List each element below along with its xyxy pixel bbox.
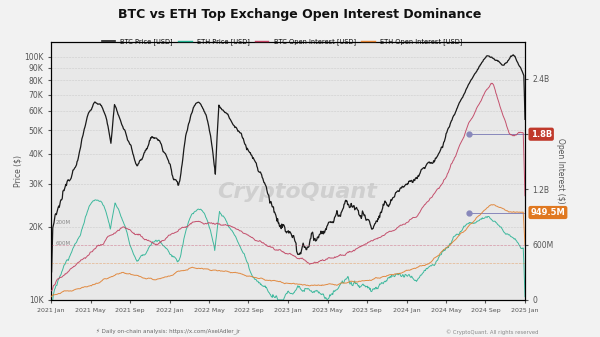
Text: ⚡️ Daily on-chain analysis: https://x.com/AxelAdler_jr: ⚡️ Daily on-chain analysis: https://x.co…: [96, 329, 240, 335]
Text: CryptoQuant: CryptoQuant: [218, 182, 377, 202]
Legend: BTC Price [USD], ETH Price [USD], BTC Open Interest [USD], ETH Open Interest [US: BTC Price [USD], ETH Price [USD], BTC Op…: [99, 35, 465, 48]
Text: BTC vs ETH Top Exchange Open Interest Dominance: BTC vs ETH Top Exchange Open Interest Do…: [118, 8, 482, 22]
Text: 1.8B: 1.8B: [530, 130, 552, 139]
Text: © CryptoQuant. All rights reserved: © CryptoQuant. All rights reserved: [446, 330, 538, 335]
Y-axis label: Price ($): Price ($): [13, 155, 22, 187]
Text: 600M: 600M: [56, 241, 71, 246]
Y-axis label: Open Interest ($): Open Interest ($): [556, 138, 565, 204]
Text: 200M: 200M: [56, 220, 71, 225]
Text: 949.5M: 949.5M: [530, 208, 565, 217]
